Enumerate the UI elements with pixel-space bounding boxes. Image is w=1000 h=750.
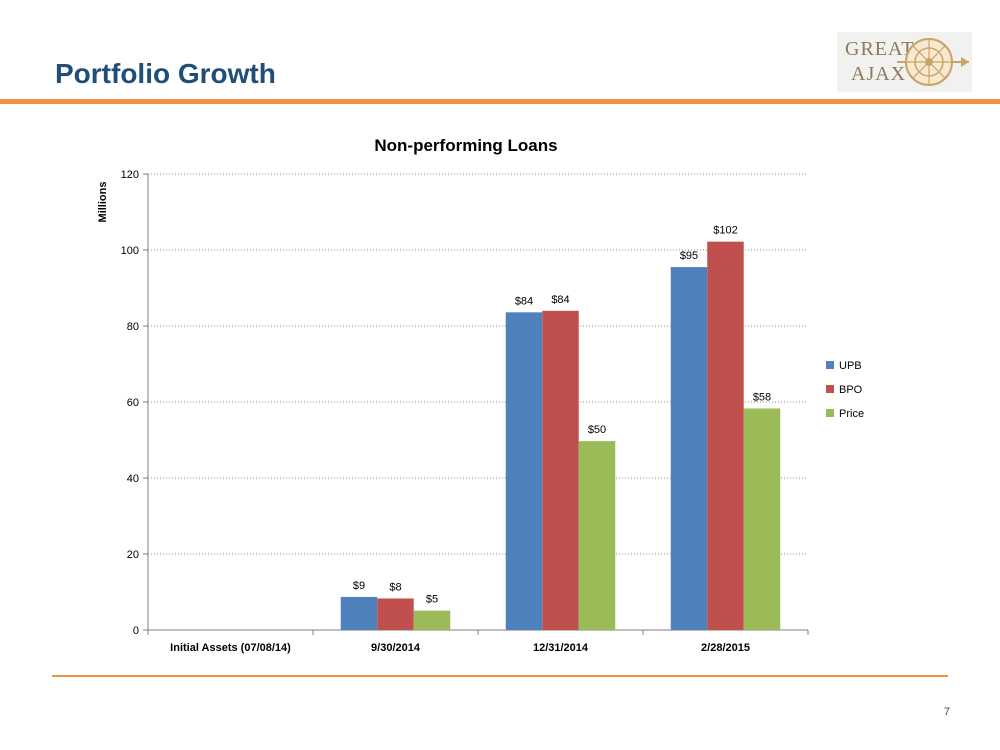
- data-label: $102: [713, 225, 737, 237]
- data-label: $9: [353, 580, 365, 592]
- legend-label-bpo: BPO: [839, 384, 863, 396]
- bar-chart: Non-performing Loans Millions 0 20 40 60 80 1…: [97, 136, 864, 654]
- data-labels: $9 $8 $5 $84 $84 $50 $95 $102 $58: [353, 225, 771, 606]
- y-tick-label: 80: [127, 321, 139, 333]
- y-tick-label: 120: [121, 169, 139, 181]
- y-tick-label: 0: [133, 625, 139, 637]
- bar-upb: [670, 267, 708, 630]
- axes: 0 20 40 60 80 100 120 Initial Assets (07/08/14)…: [121, 169, 809, 654]
- data-label: $58: [753, 391, 771, 403]
- data-label: $5: [426, 594, 438, 606]
- legend-swatch-price: [826, 409, 834, 417]
- x-tick-label: 12/31/2014: [533, 642, 589, 654]
- bar-bpo: [542, 310, 579, 630]
- company-logo: GREAT AJAX: [837, 32, 972, 92]
- legend: UPB BPO Price: [826, 360, 864, 420]
- data-label: $50: [588, 424, 606, 436]
- bar-price: [743, 408, 781, 630]
- y-tick-label: 40: [127, 473, 139, 485]
- legend-swatch-upb: [826, 361, 834, 369]
- legend-label-upb: UPB: [839, 360, 862, 372]
- bar-bpo: [377, 598, 414, 630]
- bars: [340, 241, 781, 630]
- bar-upb: [340, 596, 378, 630]
- bar-upb: [505, 312, 543, 630]
- footer-divider: [52, 675, 948, 677]
- bar-price: [578, 441, 616, 630]
- legend-label-price: Price: [839, 408, 864, 420]
- legend-swatch-bpo: [826, 385, 834, 393]
- data-label: $84: [551, 294, 569, 306]
- y-axis-label: Millions: [97, 182, 109, 223]
- header-divider: [0, 99, 1000, 104]
- y-tick-label: 60: [127, 397, 139, 409]
- x-tick-label: Initial Assets (07/08/14): [170, 642, 291, 654]
- x-tick-label: 9/30/2014: [371, 642, 421, 654]
- y-tick-label: 20: [127, 549, 139, 561]
- bar-price: [413, 610, 451, 630]
- bar-bpo: [707, 241, 744, 630]
- x-tick-label: 2/28/2015: [701, 642, 750, 654]
- logo-line2: AJAX: [851, 63, 907, 85]
- gridlines: [148, 173, 808, 555]
- y-tick-label: 100: [121, 245, 139, 257]
- page-title: Portfolio Growth: [55, 58, 276, 89]
- data-label: $84: [515, 295, 533, 307]
- sunburst-arrow-icon: [897, 38, 969, 86]
- page-number: 7: [943, 706, 950, 718]
- data-label: $8: [389, 581, 401, 593]
- chart-title: Non-performing Loans: [374, 136, 557, 155]
- data-label: $95: [680, 250, 698, 262]
- logo-line1: GREAT: [845, 38, 915, 60]
